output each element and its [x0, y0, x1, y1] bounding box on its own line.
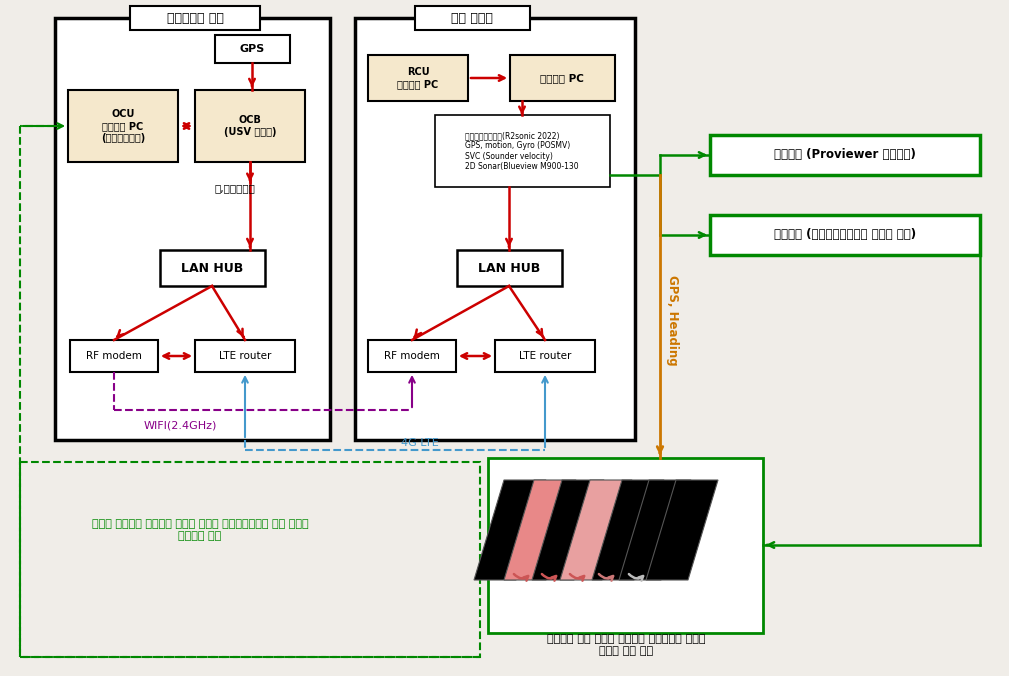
Text: 센서제어 PC: 센서제어 PC: [540, 73, 584, 83]
Bar: [68, 90, 178, 162]
Bar: [488, 458, 763, 633]
Bar: [160, 250, 265, 286]
Bar: [368, 55, 468, 101]
Text: 원격제어 (Proviewer 프로그램): 원격제어 (Proviewer 프로그램): [774, 149, 916, 162]
Text: WIFI(2.4GHz): WIFI(2.4GHz): [143, 420, 217, 430]
Text: 센서 제어부: 센서 제어부: [451, 11, 493, 24]
Text: OCU
원격제어 PC
(운영프로그램): OCU 원격제어 PC (운영프로그램): [101, 110, 145, 143]
Polygon shape: [474, 480, 546, 580]
Bar: [195, 90, 305, 162]
Bar: [20, 462, 480, 657]
Text: LTE router: LTE router: [219, 351, 271, 361]
Bar: [435, 115, 610, 187]
Bar: [195, 340, 295, 372]
Text: LTE router: LTE router: [519, 351, 571, 361]
Text: OCB
(USV 제어부): OCB (USV 제어부): [224, 115, 276, 137]
Text: LAN HUB: LAN HUB: [478, 262, 540, 274]
Polygon shape: [560, 480, 632, 580]
Bar: [457, 250, 562, 286]
Polygon shape: [592, 480, 664, 580]
Bar: [495, 340, 595, 372]
Polygon shape: [646, 480, 718, 580]
Text: RF modem: RF modem: [384, 351, 440, 361]
Polygon shape: [504, 480, 576, 580]
Bar: [510, 55, 615, 101]
Bar: [710, 215, 980, 255]
Bar: [130, 6, 260, 30]
Bar: [368, 340, 456, 372]
Text: GPS: GPS: [239, 44, 264, 54]
Text: 4G LTE: 4G LTE: [402, 438, 439, 448]
Bar: [710, 135, 980, 175]
Bar: [415, 6, 530, 30]
Text: RCU
센서제어 PC: RCU 센서제어 PC: [398, 67, 439, 89]
Text: 실시간 네트워크 통신으로 이진화 지도를 운영프로그램에 연동 가능한
프로그램 개발: 실시간 네트워크 통신으로 이진화 지도를 운영프로그램에 연동 가능한 프로그…: [92, 519, 309, 541]
Polygon shape: [532, 480, 604, 580]
Bar: [355, 18, 635, 440]
Bar: [215, 35, 290, 63]
Text: 자동제어 (운영프로그램으로 실시간 전송): 자동제어 (운영프로그램으로 실시간 전송): [774, 228, 916, 241]
Text: GPS, Heading: GPS, Heading: [666, 274, 678, 365]
Bar: [70, 340, 158, 372]
Text: 다중빔음향측심기(R2sonic 2022)
GPS, motion, Gyro (POSMV)
SVC (Sounder velocity)
2D Sonar: 다중빔음향측심기(R2sonic 2022) GPS, motion, Gyro…: [465, 131, 579, 171]
Text: RF modem: RF modem: [86, 351, 142, 361]
Text: 전,무평카메라: 전,무평카메라: [215, 183, 255, 193]
Polygon shape: [619, 480, 691, 580]
Text: 필터링을 통해 이미지 파일에서 표면특성을 추출한
이진화 지도 생성: 필터링을 통해 이미지 파일에서 표면특성을 추출한 이진화 지도 생성: [547, 634, 705, 656]
Bar: [55, 18, 330, 440]
Text: LAN HUB: LAN HUB: [181, 262, 243, 274]
Text: 무연수상선 제어: 무연수상선 제어: [166, 11, 223, 24]
